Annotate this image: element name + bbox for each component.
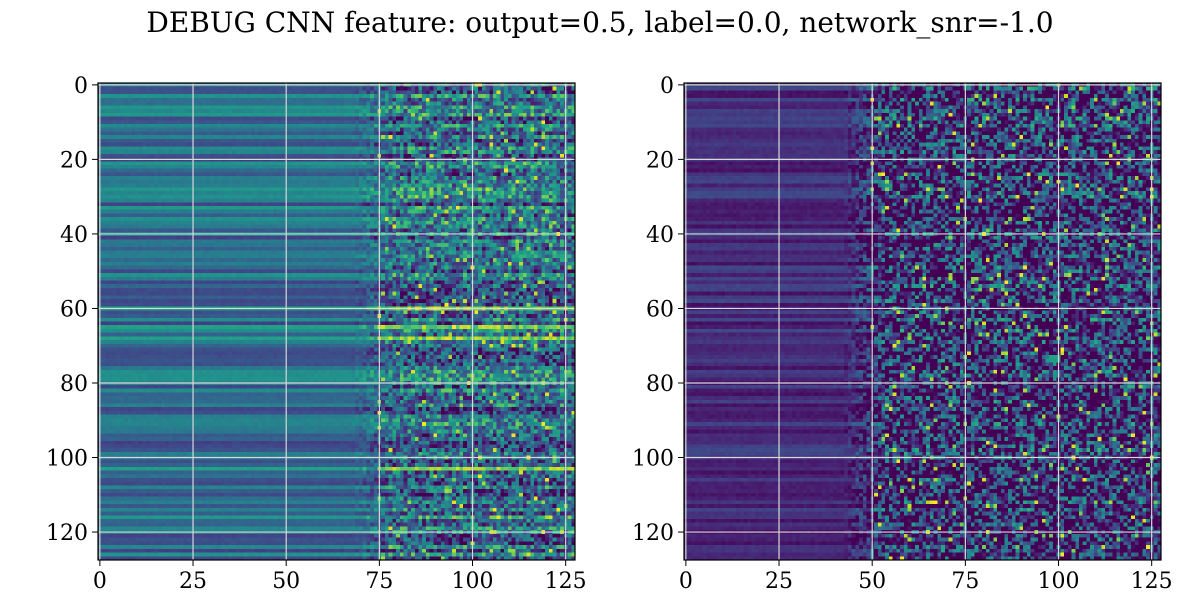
y-tick-label: 20 — [60, 148, 88, 173]
x-tick-label: 25 — [765, 569, 793, 594]
y-tick-label: 80 — [60, 372, 88, 397]
x-tick-label: 0 — [93, 569, 107, 594]
x-tick-label: 50 — [272, 569, 300, 594]
y-tick-label: 100 — [46, 447, 88, 472]
heatmap-cells — [98, 83, 575, 560]
y-tick-label: 60 — [646, 297, 674, 322]
y-tick-label: 120 — [46, 521, 88, 546]
y-tick-label: 0 — [660, 74, 674, 99]
x-tick-label: 100 — [452, 569, 494, 594]
y-tick-label: 40 — [646, 223, 674, 248]
x-tick-label: 0 — [679, 569, 693, 594]
x-tick-label: 75 — [951, 569, 979, 594]
y-tick-label: 60 — [60, 297, 88, 322]
y-tick-label: 40 — [60, 223, 88, 248]
x-tick-label: 75 — [365, 569, 393, 594]
y-tick-label: 80 — [646, 372, 674, 397]
axes-frame — [97, 82, 576, 561]
figure-title: DEBUG CNN feature: output=0.5, label=0.0… — [146, 6, 1054, 39]
heatmap-cells — [684, 83, 1161, 560]
y-tick-label: 20 — [646, 148, 674, 173]
y-tick-label: 100 — [632, 447, 674, 472]
heatmap-panel-2: 0 25 50 75 100 125 0 20 40 60 80 100 120 — [632, 74, 1173, 594]
x-tick-label: 125 — [545, 569, 587, 594]
heatmap-panel-1: 0 25 50 75 100 125 0 20 40 60 80 100 120 — [46, 74, 587, 594]
x-tick-label: 50 — [858, 569, 886, 594]
axes-frame — [683, 82, 1162, 561]
x-tick-label: 125 — [1131, 569, 1173, 594]
y-tick-label: 120 — [632, 521, 674, 546]
x-tick-label: 100 — [1038, 569, 1080, 594]
x-tick-label: 25 — [179, 569, 207, 594]
y-tick-label: 0 — [74, 74, 88, 99]
